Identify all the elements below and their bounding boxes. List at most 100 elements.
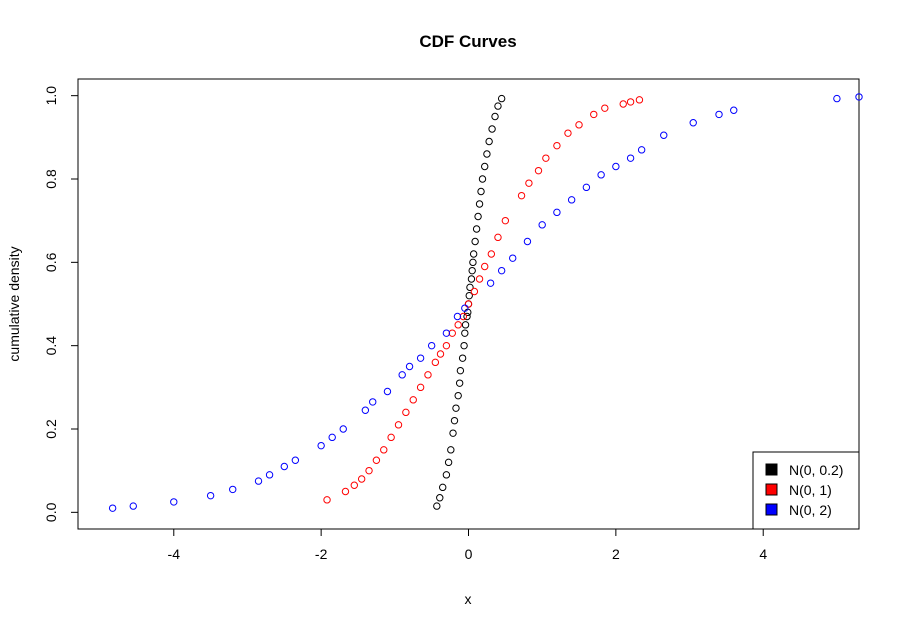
data-point [265,471,274,479]
data-point [474,212,482,221]
data-point [254,477,263,485]
data-point [369,398,377,406]
data-point [365,466,373,475]
data-point [542,154,550,162]
data-point [553,208,561,217]
data-point [129,502,137,510]
data-point [339,425,347,433]
data-point [660,131,668,139]
data-point [387,433,395,442]
legend-swatch [765,463,778,476]
data-point [481,262,489,271]
data-point [612,162,620,171]
data-point [323,496,331,504]
data-point [229,485,237,494]
data-point [469,250,478,258]
data-point [485,137,493,146]
data-point [398,371,406,379]
data-point [730,106,738,114]
y-tick-label: 0.8 [43,169,59,189]
data-point [464,300,473,308]
y-axis-label: cumulative density [6,246,22,361]
series-2 [108,93,863,512]
data-point [405,362,414,371]
data-point [523,237,532,246]
data-point [475,200,484,208]
data-point [280,462,289,471]
data-point [170,498,178,506]
data-point [357,475,366,483]
data-point [715,110,723,119]
data-point [497,94,506,103]
y-tick-label: 0.2 [43,419,59,439]
plot-area-border [77,78,860,530]
data-point [501,216,510,225]
data-point [534,166,543,175]
data-point [436,350,445,358]
x-tick-label: -2 [315,546,328,562]
data-point [380,446,388,454]
legend-label: N(0, 1) [789,482,832,498]
data-point [409,396,417,404]
data-point [461,321,470,329]
data-point [637,146,646,154]
data-point [553,141,561,150]
y-tick-label: 0.4 [43,336,59,356]
y-tick-label: 0.6 [43,252,59,272]
data-point [436,494,444,502]
series-1 [323,96,644,504]
data-point [472,225,481,233]
data-point [341,487,350,496]
data-point [442,471,451,479]
data-point [455,379,464,387]
data-point [491,112,499,121]
data-point [448,329,456,337]
y-tick-label: 0.0 [43,502,59,522]
data-point [483,150,491,158]
data-point [460,341,468,350]
data-point [626,154,635,162]
data-point [456,366,465,375]
data-point [601,104,609,112]
data-point [597,171,605,179]
data-point [431,358,440,367]
x-tick-label: -4 [168,546,181,562]
legend: N(0, 0.2) N(0, 1) N(0, 2) [752,451,860,530]
x-axis-label: x [465,591,472,607]
data-point [477,187,485,196]
data-point [567,196,576,204]
data-point [481,162,489,171]
data-point [458,354,467,362]
data-point [439,483,447,492]
data-point [449,429,457,437]
data-point [590,110,598,119]
data-point [582,183,591,192]
data-point [855,93,863,101]
data-point [619,100,627,108]
x-tick-label: 2 [612,546,620,562]
y-tick-label: 1.0 [43,86,59,106]
data-point [461,304,469,312]
data-point [525,179,533,187]
x-tick-label: 4 [759,546,767,562]
data-point [488,125,496,133]
chart-title: CDF Curves [419,32,516,51]
data-point [470,287,479,296]
data-point [328,433,336,442]
data-point [471,237,479,246]
data-point [442,329,451,337]
data-point [833,94,841,103]
legend-swatch [765,483,778,496]
data-point [424,371,432,379]
data-point [497,266,506,275]
data-point [575,121,583,129]
data-point [459,312,468,321]
data-point [452,404,460,412]
data-point [486,279,495,287]
data-point [454,321,462,329]
data-point [538,221,546,229]
legend-label: N(0, 0.2) [789,462,843,478]
data-point [317,441,325,450]
data-point [494,233,502,242]
